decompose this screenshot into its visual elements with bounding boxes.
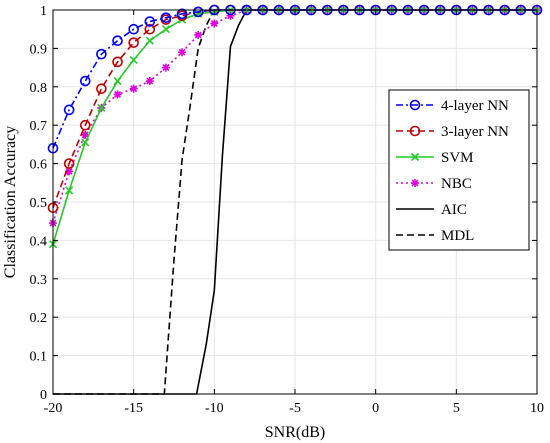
y-tick-label: 0.3 (30, 273, 48, 288)
y-tick-label: 0 (40, 388, 47, 403)
data-point (194, 30, 203, 39)
data-point (128, 37, 139, 48)
data-point (113, 90, 122, 99)
x-axis-label: SNR(dB) (265, 424, 325, 441)
data-point (113, 76, 122, 86)
data-point (96, 48, 107, 60)
data-point (210, 19, 219, 28)
y-tick-label: 0.8 (30, 81, 48, 96)
y-tick-label: 0.4 (30, 234, 48, 249)
data-point (63, 104, 75, 116)
data-point (409, 99, 421, 111)
y-tick-label: 0.5 (30, 196, 48, 211)
data-point (63, 158, 75, 169)
ticks: -20 -15 -10 -5 0 5 10 0 0.1 0.2 0.3 0.4 0.5 0.6 0.7 0.8… (30, 4, 545, 416)
data-point (96, 83, 107, 95)
legend: 4-layer NN 3-layer NN SVM NBC AIC MDL (388, 89, 530, 251)
x-tick-label: -5 (289, 401, 301, 416)
data-point (79, 75, 91, 87)
data-point (97, 103, 106, 112)
data-point (144, 23, 156, 35)
data-point (178, 48, 187, 57)
legend-label: SVM (441, 150, 474, 166)
legend-label: MDL (441, 228, 474, 244)
data-point (145, 77, 154, 86)
y-tick-label: 0.1 (30, 350, 48, 365)
legend-item: MDL (396, 228, 474, 244)
x-tick-label: 10 (530, 401, 544, 416)
data-point (161, 63, 170, 72)
data-point (128, 23, 139, 35)
data-point (160, 12, 172, 23)
x-tick-label: -15 (124, 401, 143, 416)
x-tick-label: -10 (205, 401, 224, 416)
data-point (226, 11, 235, 20)
x-tick-label: 5 (453, 401, 460, 416)
legend-item: AIC (396, 202, 467, 218)
x-tick-label: 0 (372, 401, 379, 416)
y-tick-label: 0.9 (30, 42, 48, 57)
data-point (144, 16, 156, 27)
data-point (65, 167, 74, 176)
legend-label: 3-layer NN (441, 124, 509, 140)
data-point (65, 186, 74, 195)
data-point (410, 152, 420, 162)
data-point (129, 84, 138, 93)
series-line (53, 9, 537, 395)
legend-item: SVM (396, 150, 474, 166)
legend-item: NBC (396, 176, 472, 192)
series-line (53, 9, 537, 395)
data-point (161, 25, 170, 34)
series-aic (53, 9, 537, 395)
legend-box (388, 89, 530, 251)
data-point (176, 8, 188, 20)
data-point (81, 138, 90, 147)
legend-item: 3-layer NN (396, 124, 509, 140)
x-tick-label: -20 (44, 401, 63, 416)
legend-label: 4-layer NN (441, 98, 509, 114)
data-point (112, 35, 123, 47)
data-point (81, 130, 90, 139)
y-tick-label: 1 (40, 4, 47, 19)
y-axis-label: Classification Accuracy (2, 126, 19, 278)
legend-label: AIC (441, 202, 467, 218)
data-point (79, 119, 91, 131)
data-point (411, 179, 419, 187)
data-point (409, 125, 421, 137)
legend-item: 4-layer NN (396, 98, 509, 114)
y-tick-label: 0.2 (30, 311, 48, 326)
data-point (192, 6, 204, 18)
series-mdl (53, 9, 537, 395)
y-tick-label: 0.7 (30, 119, 48, 134)
data-point (112, 56, 123, 68)
legend-label: NBC (441, 176, 472, 192)
data-point (129, 55, 138, 64)
data-point (145, 36, 154, 45)
y-tick-label: 0.6 (30, 158, 48, 173)
